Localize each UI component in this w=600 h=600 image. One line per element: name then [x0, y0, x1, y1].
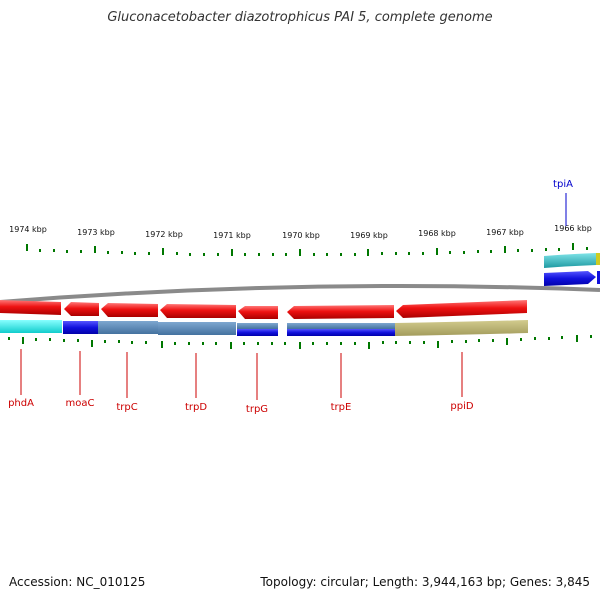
- gene-label-phdA: phdA: [8, 398, 34, 409]
- genome-stats-text: Topology: circular; Length: 3,944,163 bp…: [260, 575, 590, 589]
- map-title: Gluconacetobacter diazotrophicus PAI 5, …: [107, 10, 493, 25]
- gene-label-moaC: moaC: [66, 398, 95, 409]
- kbp-label: 1968 kbp: [418, 229, 456, 238]
- kbp-label: 1967 kbp: [486, 228, 524, 237]
- kbp-scale-labels: 1974 kbp 1973 kbp 1972 kbp 1971 kbp 1970…: [9, 224, 592, 240]
- kbp-label: 1966 kbp: [554, 224, 592, 233]
- kbp-label: 1970 kbp: [282, 231, 320, 240]
- kbp-label: 1973 kbp: [77, 228, 115, 237]
- gene-label-trpD: trpD: [185, 402, 207, 413]
- gene-label-tpiA: tpiA: [553, 179, 573, 190]
- kbp-label: 1974 kbp: [9, 225, 47, 234]
- kbp-label: 1971 kbp: [213, 231, 251, 240]
- lower-feature-track[interactable]: [0, 320, 528, 336]
- gene-label-trpG: trpG: [246, 404, 268, 415]
- gene-label-ppiD: ppiD: [450, 401, 473, 412]
- gene-labels: phdA moaC trpC trpD trpG trpE ppiD tpiA: [8, 179, 573, 415]
- genome-backbone: [0, 284, 600, 304]
- gene-tpiA-features[interactable]: [544, 253, 600, 286]
- kbp-label: 1972 kbp: [145, 230, 183, 239]
- kbp-label: 1969 kbp: [350, 231, 388, 240]
- cds-red-track[interactable]: [0, 300, 527, 319]
- gene-leader-lines: [20, 193, 567, 400]
- gene-label-trpE: trpE: [331, 402, 352, 413]
- bottom-tick-row: [8, 335, 592, 349]
- accession-text: Accession: NC_010125: [9, 575, 146, 589]
- top-tick-row: [26, 243, 588, 256]
- gene-label-trpC: trpC: [116, 402, 137, 413]
